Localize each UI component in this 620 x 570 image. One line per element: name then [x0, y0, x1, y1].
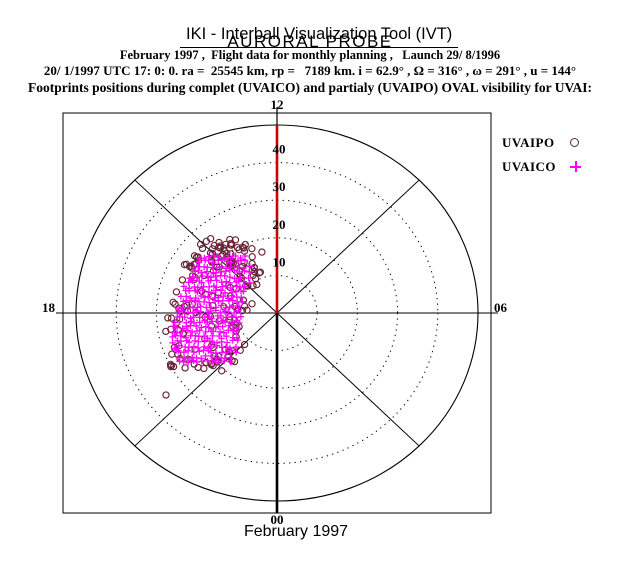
- polar-grid: [56, 107, 498, 514]
- flight-data-line: February 1997 , Flight data for monthly …: [119, 48, 501, 62]
- plot-caption-line: Footprints positions during complet (UVA…: [28, 80, 592, 95]
- legend-item-uvaipo: UVAIPO: [502, 135, 581, 150]
- uvaico-series: [169, 252, 253, 366]
- app-title-row: IKI - Interball Visualization Tool (IVT): [0, 6, 620, 67]
- app-title: IKI - Interball Visualization Tool (IVT): [180, 25, 459, 48]
- legend-label-uvaipo: UVAIPO: [502, 134, 555, 150]
- probe-title: AURORAL PROBE: [227, 32, 393, 51]
- uvaico-plus-icon: [570, 161, 581, 172]
- colat-tick-30: 30: [273, 179, 286, 194]
- mlt-label-06: 06: [494, 300, 508, 315]
- orbit-elements-line: 20/ 1/1997 UTC 17: 0: 0. ra = 25545 km, …: [43, 63, 577, 78]
- colat-tick-40: 40: [273, 142, 286, 157]
- uvaipo-circle-icon: [570, 138, 579, 147]
- legend: UVAIPO UVAICO: [502, 135, 581, 183]
- mlt-label-18: 18: [42, 300, 56, 315]
- colat-tick-10: 10: [273, 254, 286, 269]
- colat-tick-20: 20: [273, 217, 286, 232]
- mlt-label-12: 12: [271, 97, 284, 112]
- legend-item-uvaico: UVAICO: [502, 159, 581, 174]
- legend-label-uvaico: UVAICO: [502, 158, 557, 174]
- month-caption: February 1997: [243, 523, 349, 540]
- axis-labels: 40 30 20 10 12 18 06 00: [42, 97, 508, 527]
- mlt-label-00: 00: [271, 512, 284, 527]
